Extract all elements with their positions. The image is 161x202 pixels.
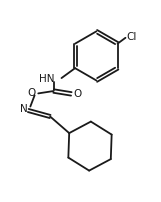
Text: HN: HN [39,74,54,84]
Text: Cl: Cl [126,32,137,42]
Text: O: O [27,88,35,98]
Text: N: N [20,104,28,114]
Text: O: O [73,89,82,99]
